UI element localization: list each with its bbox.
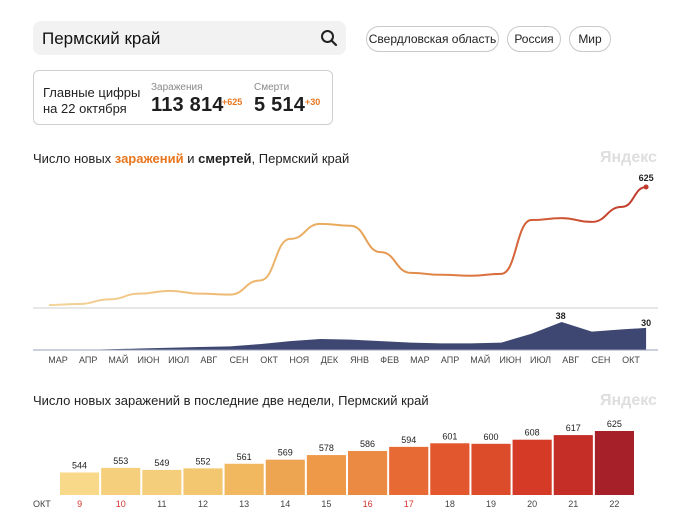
bar-value-label: 625: [607, 419, 622, 429]
infections-total: 113 814: [151, 94, 224, 116]
x-tick-label: СЕН: [591, 355, 610, 365]
bar-value-label: 608: [525, 428, 540, 438]
x-tick-label: 19: [486, 499, 496, 509]
x-tick-label: МАЙ: [470, 354, 490, 365]
x-tick-label: ЯНВ: [350, 355, 369, 365]
x-tick-label: 18: [445, 499, 455, 509]
infections-caption: Заражения: [151, 82, 203, 93]
x-tick-label: ИЮН: [499, 355, 521, 365]
bar[interactable]: [101, 467, 141, 495]
x-tick-label: 21: [568, 499, 578, 509]
x-tick-label: АПР: [441, 355, 459, 365]
x-tick-label: ИЮЛ: [168, 355, 189, 365]
chart1-title: Число новых заражений и смертей, Пермски…: [33, 151, 349, 166]
yandex-watermark: Яндекс: [600, 149, 657, 166]
x-tick-label: ИЮН: [137, 355, 159, 365]
x-tick-label: 9: [77, 499, 82, 509]
x-tick-label: 14: [280, 499, 290, 509]
deaths-total: 5 514: [254, 94, 306, 116]
x-tick-label: 22: [609, 499, 619, 509]
x-tick-label: 10: [116, 499, 126, 509]
search-input[interactable]: Пермский край: [42, 29, 161, 48]
bar-value-label: 600: [483, 432, 498, 442]
bar-value-label: 617: [566, 423, 581, 433]
x-tick-label: ДЕК: [321, 355, 339, 365]
x-tick-label: АПР: [79, 355, 97, 365]
chart1-title-infections: заражений: [114, 151, 184, 166]
x-tick-label: АВГ: [200, 355, 217, 365]
x-tick-label: МАЙ: [108, 354, 128, 365]
x-tick-label: МАР: [410, 355, 430, 365]
x-tick-label: СЕН: [229, 355, 248, 365]
x-tick-label: ОКТ: [622, 355, 640, 365]
deaths-end-label: 30: [641, 318, 651, 328]
region-button-world[interactable]: Мир: [569, 26, 611, 52]
x-tick-label: 12: [198, 499, 208, 509]
infections-deaths-chart: 625 38 30 МАР АПР МАЙ ИЮН ИЮЛ АВГ СЕН ОКТ НОЯ ДЕК Я…: [33, 173, 658, 365]
infections-series-line: [48, 186, 647, 306]
deaths-caption: Смерти: [254, 82, 290, 93]
bar-value-label: 569: [278, 448, 293, 458]
x-tick-label: 16: [363, 499, 373, 509]
x-tick-label: 17: [404, 499, 414, 509]
deaths-delta: +30: [305, 97, 321, 107]
bar[interactable]: [471, 443, 511, 495]
bar[interactable]: [430, 443, 470, 495]
bar-value-label: 601: [442, 431, 457, 441]
bar[interactable]: [553, 435, 593, 495]
x-tick-label: ОКТ: [260, 355, 278, 365]
x-tick-label: МАР: [48, 355, 68, 365]
x-tick-label: ИЮЛ: [530, 355, 551, 365]
month-label: ОКТ: [33, 499, 51, 509]
bar-value-label: 553: [113, 456, 128, 466]
chart1-title-region: , Пермский край: [251, 151, 350, 166]
deaths-peak-label: 38: [556, 311, 566, 321]
bar-value-label: 586: [360, 439, 375, 449]
bar[interactable]: [265, 459, 305, 495]
bar[interactable]: [389, 446, 429, 495]
bar-value-label: 549: [154, 458, 169, 468]
bar-value-label: 544: [72, 460, 87, 470]
infections-end-point: [643, 184, 649, 190]
bar[interactable]: [142, 469, 182, 495]
summary-card: Главные цифры на 22 октября Заражения 11…: [33, 70, 333, 125]
deaths-series-area: [48, 322, 647, 350]
bar-value-label: 594: [401, 435, 416, 445]
infections-end-label: 625: [639, 173, 654, 183]
yandex-watermark: Яндекс: [600, 392, 657, 409]
x-tick-label: АВГ: [562, 355, 579, 365]
two-week-bar-chart: 544 9 553 10 549 11 552 12 561 13 569 14 578 15 586 16 5…: [33, 419, 634, 509]
summary-label-date: на 22 октября: [43, 101, 127, 116]
bar[interactable]: [306, 455, 346, 495]
x-tick-label: 13: [239, 499, 249, 509]
x-tick-label: 15: [321, 499, 331, 509]
summary-label: Главные цифры на 22 октября: [43, 85, 143, 117]
bar-value-label: 552: [195, 456, 210, 466]
summary-label-line1: Главные цифры: [43, 85, 141, 100]
x-tick-label: 20: [527, 499, 537, 509]
x-tick-label: НОЯ: [289, 355, 309, 365]
bar[interactable]: [512, 439, 552, 495]
bar[interactable]: [60, 472, 100, 495]
x-tick-label: ФЕВ: [380, 355, 399, 365]
bar-value-label: 578: [319, 443, 334, 453]
bar[interactable]: [594, 431, 634, 495]
infections-delta: +625: [222, 97, 243, 107]
chart2-title: Число новых заражений в последние две не…: [33, 393, 429, 408]
chart1-title-deaths: смертей: [198, 151, 252, 166]
bar[interactable]: [224, 463, 264, 495]
bar-value-label: 561: [237, 452, 252, 462]
bar[interactable]: [348, 450, 388, 495]
search-bar[interactable]: Пермский край: [33, 21, 346, 55]
chart1-title-text: и: [183, 151, 199, 166]
x-tick-label: 11: [157, 499, 166, 509]
search-icon[interactable]: [320, 29, 338, 47]
region-button-sverdlovsk[interactable]: Свердловская область: [366, 26, 499, 52]
region-button-russia[interactable]: Россия: [507, 26, 561, 52]
bar[interactable]: [183, 468, 223, 495]
chart1-title-text: Число новых: [33, 151, 115, 166]
